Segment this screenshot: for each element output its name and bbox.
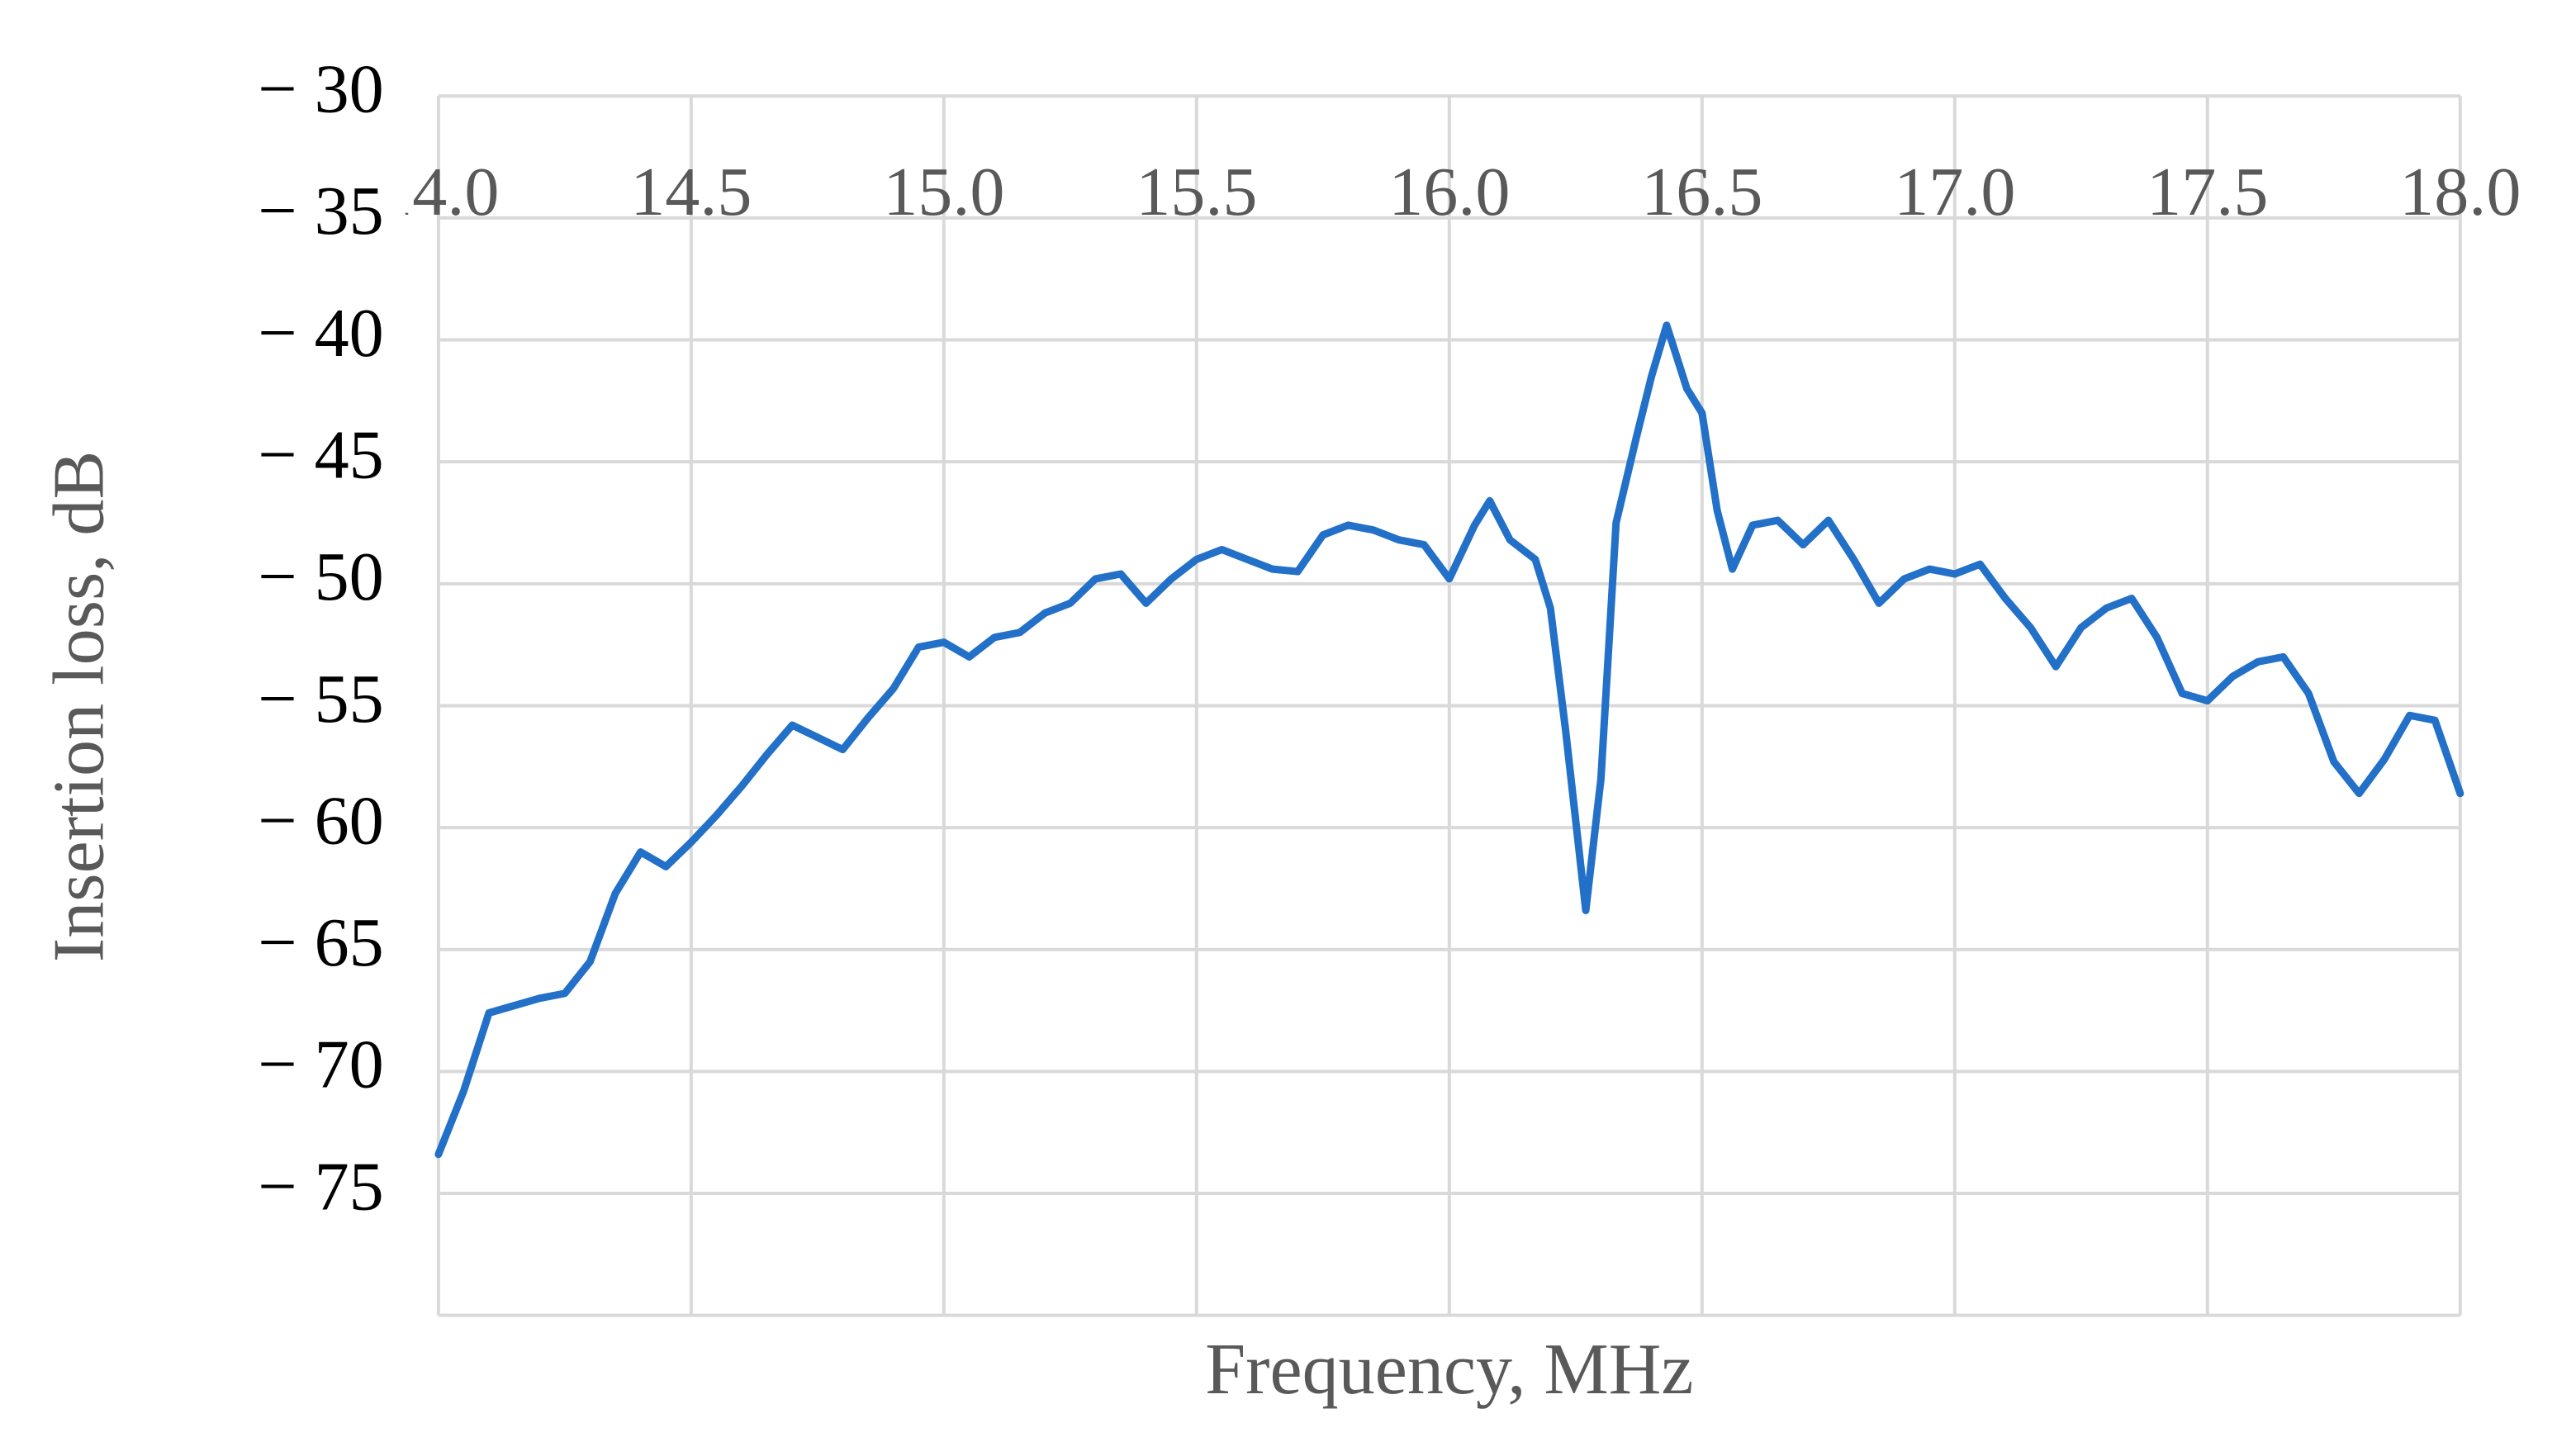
x-tick-label: 16.5 [1641,154,1762,230]
y-tick-label: − 55 [258,661,384,737]
y-tick-label: − 35 [258,173,384,249]
x-tick-label: 14.5 [630,154,752,230]
x-tick-label: 18.0 [2399,154,2521,230]
grid [436,94,2462,1317]
data-line [434,321,2465,1159]
y-tick-label: − 45 [258,416,384,493]
x-tick-label: 17.5 [2147,154,2268,230]
x-tick-label: 15.5 [1136,154,1257,230]
y-axis-title: Insertion loss, dB [38,451,119,962]
x-tick-label: 14.0 [377,154,499,230]
y-tick-label: − 40 [258,295,384,372]
x-axis-title: Frequency, MHz [1205,1329,1693,1410]
x-tick-label: 15.0 [883,154,1004,230]
x-tick-label: 16.0 [1388,154,1510,230]
y-tick-label: − 70 [258,1027,384,1103]
y-tick-label: − 65 [258,904,384,981]
y-tick-label: − 60 [258,782,384,859]
plot [434,321,2465,1159]
y-tick-label: − 75 [258,1148,384,1225]
y-tick-label: − 30 [258,51,384,128]
y-tick-label: − 50 [258,538,384,615]
x-tick-label: 17.0 [1894,154,2015,230]
x-tick-labels: 14.0 14.5 15.0 15.5 16.0 16.5 17.0 17.5 18.0 [377,154,2521,230]
